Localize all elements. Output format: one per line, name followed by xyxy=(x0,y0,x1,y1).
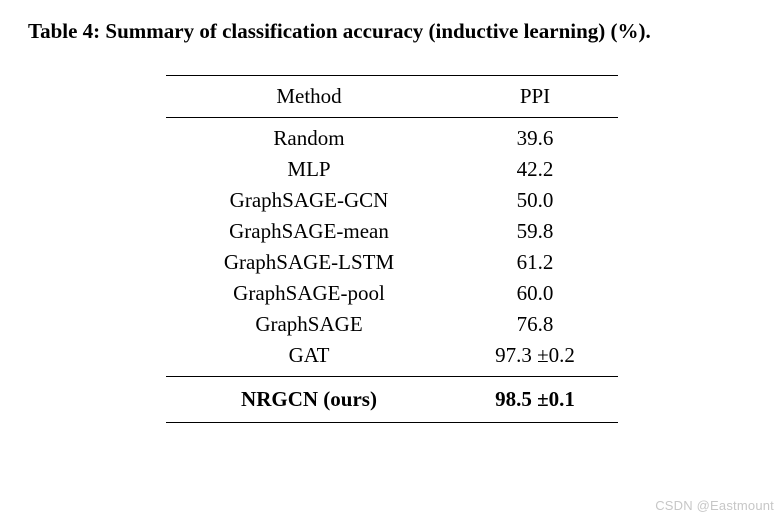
cell-ppi: 76.8 xyxy=(452,309,618,340)
col-header-ppi: PPI xyxy=(452,76,618,118)
cell-method: GraphSAGE-GCN xyxy=(166,185,452,216)
cell-method: GraphSAGE-mean xyxy=(166,216,452,247)
table-row: GAT 97.3 ±0.2 xyxy=(166,340,618,377)
table-row: MLP 42.2 xyxy=(166,154,618,185)
table-row: GraphSAGE-pool 60.0 xyxy=(166,278,618,309)
cell-method: GraphSAGE-pool xyxy=(166,278,452,309)
table-wrapper: Method PPI Random 39.6 MLP 42.2 GraphSAG… xyxy=(28,75,756,423)
cell-ppi: 98.5 ±0.1 xyxy=(452,377,618,423)
cell-ppi: 42.2 xyxy=(452,154,618,185)
cell-ppi: 50.0 xyxy=(452,185,618,216)
table-row: GraphSAGE-GCN 50.0 xyxy=(166,185,618,216)
cell-ppi: 60.0 xyxy=(452,278,618,309)
table-row: GraphSAGE 76.8 xyxy=(166,309,618,340)
table-row-highlight: NRGCN (ours) 98.5 ±0.1 xyxy=(166,377,618,423)
table-caption: Table 4: Summary of classification accur… xyxy=(28,18,756,45)
cell-ppi: 97.3 ±0.2 xyxy=(452,340,618,377)
cell-method: GAT xyxy=(166,340,452,377)
results-table: Method PPI Random 39.6 MLP 42.2 GraphSAG… xyxy=(166,75,618,423)
cell-method: NRGCN (ours) xyxy=(166,377,452,423)
col-header-method: Method xyxy=(166,76,452,118)
watermark-text: CSDN @Eastmount xyxy=(655,498,774,513)
cell-method: MLP xyxy=(166,154,452,185)
cell-ppi: 59.8 xyxy=(452,216,618,247)
cell-method: Random xyxy=(166,118,452,155)
table-header-row: Method PPI xyxy=(166,76,618,118)
cell-ppi: 61.2 xyxy=(452,247,618,278)
cell-ppi: 39.6 xyxy=(452,118,618,155)
cell-method: GraphSAGE xyxy=(166,309,452,340)
table-row: Random 39.6 xyxy=(166,118,618,155)
cell-method: GraphSAGE-LSTM xyxy=(166,247,452,278)
table-row: GraphSAGE-mean 59.8 xyxy=(166,216,618,247)
table-row: GraphSAGE-LSTM 61.2 xyxy=(166,247,618,278)
